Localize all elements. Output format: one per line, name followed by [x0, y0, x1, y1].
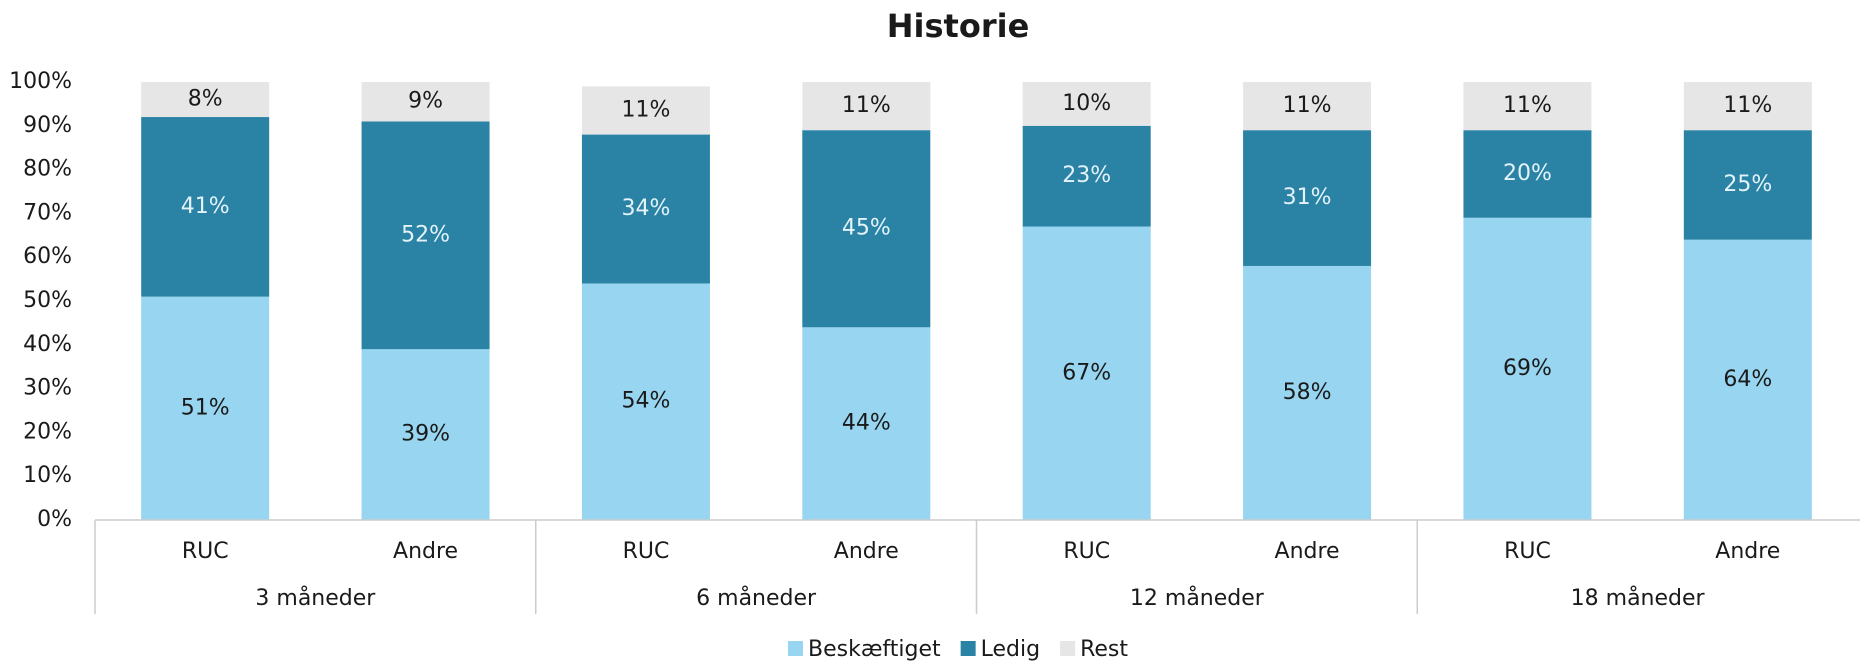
data-label: 23%: [1062, 163, 1111, 188]
data-label: 31%: [1283, 185, 1332, 210]
data-label: 8%: [188, 87, 223, 112]
data-label: 67%: [1062, 360, 1111, 385]
data-label: 44%: [842, 411, 891, 436]
bar-segment: [1683, 239, 1812, 520]
legend-swatch: [787, 641, 803, 656]
x-tick-label: RUC: [182, 539, 229, 564]
y-tick-label: 0%: [37, 507, 72, 532]
y-tick-label: 100%: [9, 69, 72, 94]
bar-segment: [1463, 217, 1592, 520]
y-tick-label: 10%: [23, 463, 72, 488]
x-tick-label: Andre: [393, 539, 458, 564]
bar-segment: [1463, 82, 1592, 131]
group-label: 12 måneder: [1130, 585, 1265, 611]
bar-segment: [361, 121, 490, 350]
bar-segment: [1022, 125, 1151, 227]
data-label: 11%: [1283, 93, 1332, 118]
bar-segment: [1243, 130, 1372, 266]
bar-segment: [141, 82, 270, 118]
x-tick-label: RUC: [1063, 539, 1110, 564]
bar-segment: [581, 134, 710, 284]
bar-segment: [802, 327, 931, 520]
chart-title: Historie: [887, 7, 1030, 45]
data-label: 9%: [408, 89, 443, 114]
data-label: 34%: [621, 196, 670, 221]
bar-segment: [581, 283, 710, 520]
data-label: 11%: [621, 97, 670, 122]
x-tick-label: Andre: [834, 539, 899, 564]
bar-segment: [141, 117, 270, 297]
bar-segment: [1022, 226, 1151, 521]
data-label: 20%: [1503, 161, 1552, 186]
data-label: 58%: [1283, 380, 1332, 405]
data-label: 11%: [842, 93, 891, 118]
y-tick-label: 70%: [23, 200, 72, 225]
x-tick-label: Andre: [1715, 539, 1780, 564]
y-tick-label: 40%: [23, 332, 72, 357]
bar-segment: [1683, 130, 1812, 240]
data-label: 41%: [181, 194, 230, 219]
y-tick-label: 50%: [23, 288, 72, 313]
y-tick-label: 20%: [23, 419, 72, 444]
data-label: 25%: [1723, 172, 1772, 197]
bar-segment: [1463, 130, 1592, 218]
data-label: 10%: [1062, 91, 1111, 116]
data-label: 52%: [401, 222, 450, 247]
data-label: 51%: [181, 395, 230, 420]
data-label: 45%: [842, 216, 891, 241]
legend-swatch: [1060, 641, 1076, 656]
legend-label: Rest: [1080, 637, 1128, 662]
bar-segment: [1243, 82, 1372, 131]
bar-segment: [141, 296, 270, 520]
group-label: 3 måneder: [255, 585, 376, 611]
legend-label: Beskæftiget: [808, 637, 941, 662]
y-tick-label: 80%: [23, 157, 72, 182]
x-tick-label: Andre: [1275, 539, 1340, 564]
bar-segment: [581, 86, 710, 135]
data-label: 11%: [1503, 93, 1552, 118]
bar-segment: [361, 82, 490, 122]
bar-segment: [802, 82, 931, 131]
bar-segment: [1243, 265, 1372, 520]
group-label: 18 måneder: [1571, 585, 1706, 611]
legend-swatch: [960, 641, 976, 656]
data-label: 11%: [1723, 93, 1772, 118]
data-label: 69%: [1503, 356, 1552, 381]
bar-segment: [802, 130, 931, 328]
bar-segment: [1022, 82, 1151, 126]
bar-segment: [1683, 82, 1812, 131]
bar-segment: [361, 349, 490, 520]
y-tick-label: 30%: [23, 376, 72, 401]
y-tick-label: 90%: [23, 113, 72, 138]
group-label: 6 måneder: [696, 585, 817, 611]
x-tick-label: RUC: [623, 539, 670, 564]
legend-label: Ledig: [981, 637, 1040, 662]
data-label: 64%: [1723, 367, 1772, 392]
data-label: 54%: [621, 389, 670, 414]
data-label: 39%: [401, 422, 450, 447]
y-tick-label: 60%: [23, 244, 72, 269]
x-tick-label: RUC: [1504, 539, 1551, 564]
